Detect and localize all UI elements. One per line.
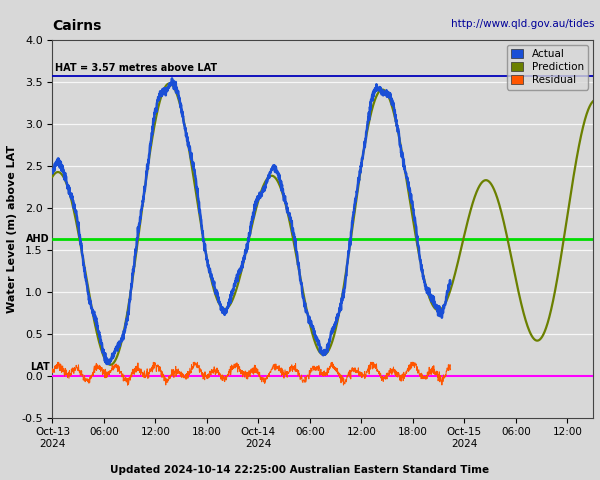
Text: http://www.qld.gov.au/tides: http://www.qld.gov.au/tides bbox=[451, 19, 594, 29]
Text: Cairns: Cairns bbox=[52, 19, 102, 33]
Text: Updated 2024-10-14 22:25:00 Australian Eastern Standard Time: Updated 2024-10-14 22:25:00 Australian E… bbox=[110, 465, 490, 475]
Text: AHD: AHD bbox=[26, 234, 50, 244]
Legend: Actual, Prediction, Residual: Actual, Prediction, Residual bbox=[506, 45, 588, 90]
Text: HAT = 3.57 metres above LAT: HAT = 3.57 metres above LAT bbox=[55, 62, 217, 72]
Text: LAT: LAT bbox=[30, 362, 50, 372]
Y-axis label: Water Level (m) above LAT: Water Level (m) above LAT bbox=[7, 144, 17, 313]
